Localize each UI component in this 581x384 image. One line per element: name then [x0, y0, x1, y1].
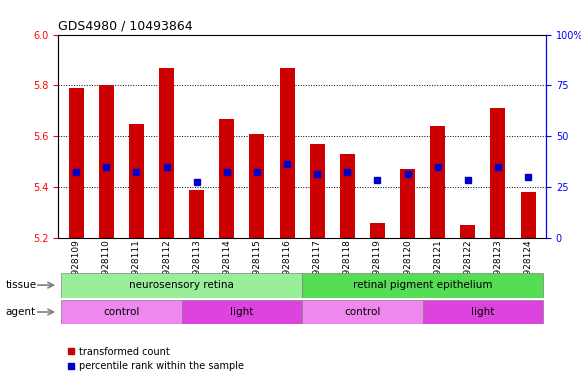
Bar	[340, 154, 355, 238]
Bar	[370, 223, 385, 238]
Text: tissue: tissue	[6, 280, 37, 290]
Bar	[99, 86, 114, 238]
Bar	[61, 300, 182, 324]
Text: retinal pigment epithelium: retinal pigment epithelium	[353, 280, 492, 290]
Bar	[159, 68, 174, 238]
Bar	[189, 190, 204, 238]
Text: light: light	[471, 307, 494, 317]
Bar	[521, 192, 536, 238]
Text: control: control	[103, 307, 139, 317]
Text: agent: agent	[6, 307, 36, 317]
Text: light: light	[230, 307, 253, 317]
Text: neurosensory retina: neurosensory retina	[129, 280, 234, 290]
Bar	[422, 300, 543, 324]
Bar	[430, 126, 445, 238]
Bar	[182, 300, 302, 324]
Bar	[460, 225, 475, 238]
Bar	[219, 119, 234, 238]
Bar	[279, 68, 295, 238]
Text: GDS4980 / 10493864: GDS4980 / 10493864	[58, 19, 193, 32]
Bar	[400, 169, 415, 238]
Bar	[249, 134, 264, 238]
Bar	[310, 144, 325, 238]
Bar	[302, 273, 543, 298]
Bar	[302, 300, 422, 324]
Bar	[69, 88, 84, 238]
Text: control: control	[344, 307, 381, 317]
Bar	[61, 273, 302, 298]
Bar	[490, 108, 505, 238]
Bar	[129, 124, 144, 238]
Legend: transformed count, percentile rank within the sample: transformed count, percentile rank withi…	[63, 343, 248, 375]
